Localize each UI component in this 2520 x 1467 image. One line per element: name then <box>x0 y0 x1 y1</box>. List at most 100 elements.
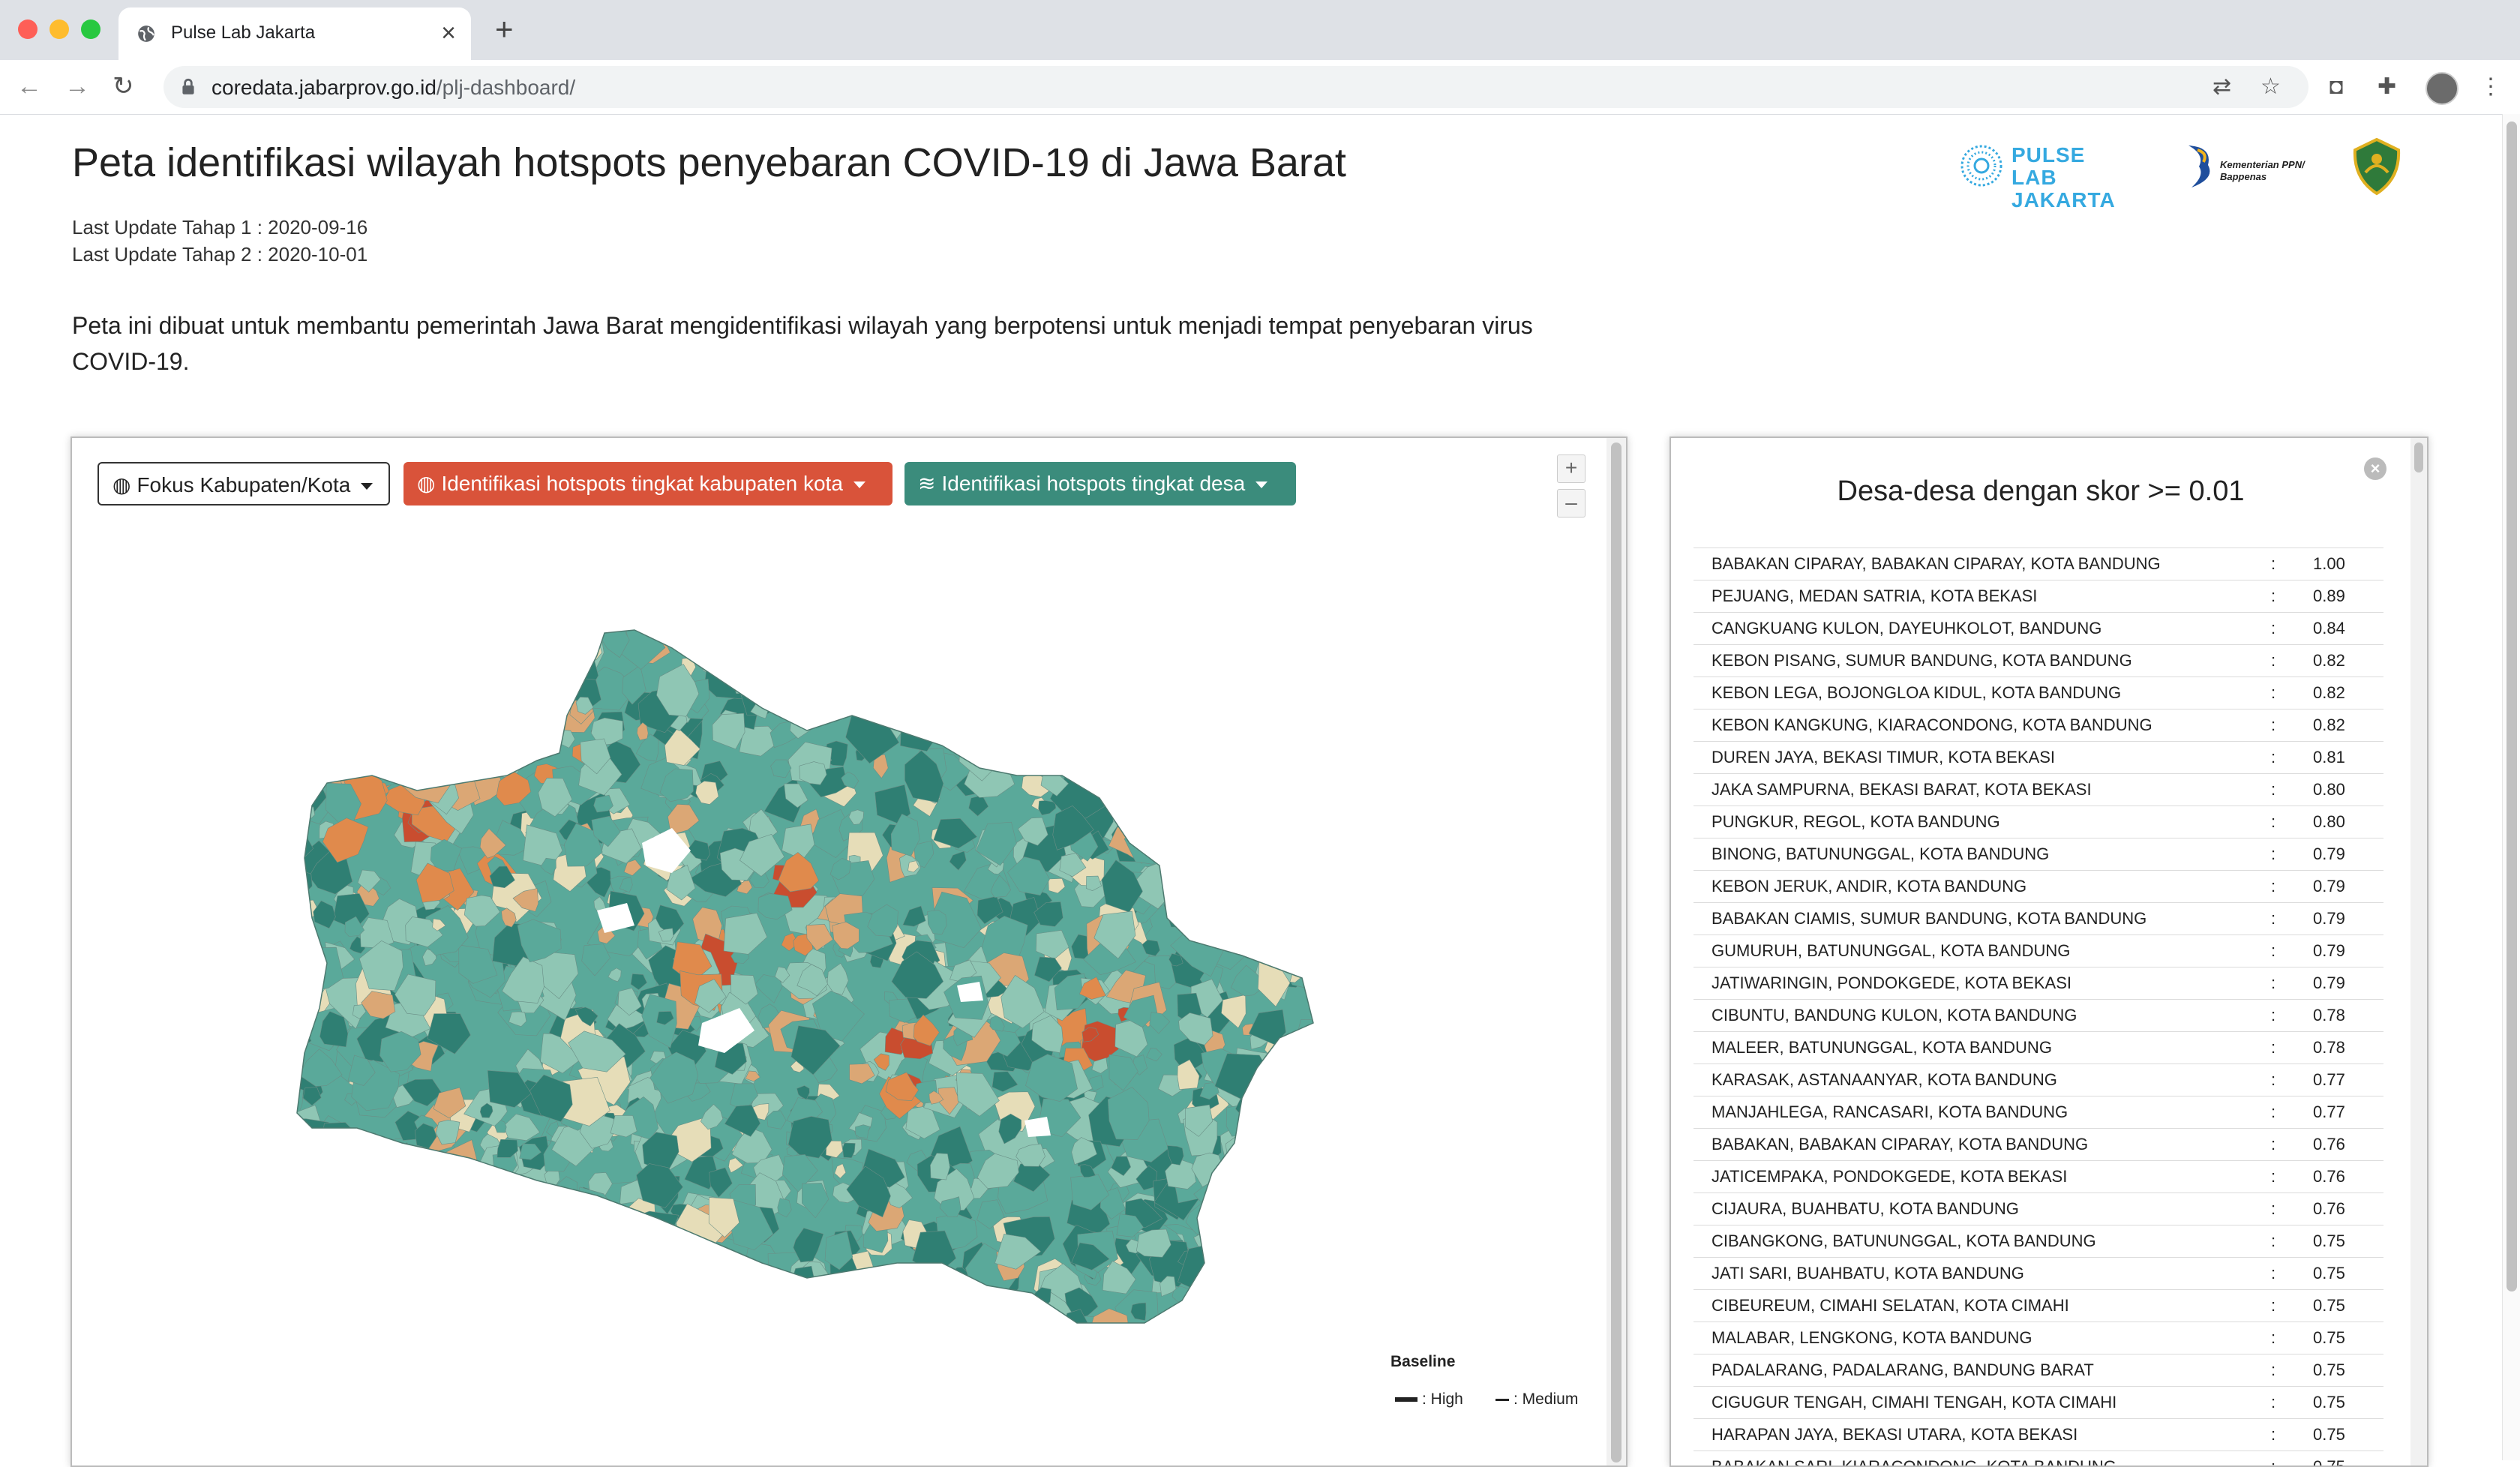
map-cell <box>1214 911 1228 923</box>
map-cell <box>612 1288 644 1323</box>
map-cell <box>536 702 565 728</box>
map-cell <box>1042 1328 1078 1353</box>
map-cell <box>357 869 381 892</box>
map-cell <box>457 639 496 683</box>
map-cell <box>460 669 502 727</box>
zoom-in-button[interactable]: + <box>1557 454 1586 483</box>
map-cell <box>1252 773 1283 800</box>
map-cell <box>348 1299 370 1317</box>
map-cell <box>920 630 957 650</box>
profile-avatar[interactable] <box>2426 72 2458 105</box>
map-cell <box>788 1116 832 1159</box>
map-cell <box>297 630 328 656</box>
back-arrow-icon[interactable]: ← <box>16 72 42 100</box>
map-cell <box>297 727 334 758</box>
village-name: PADALARANG, PADALARANG, BANDUNG BARAT <box>1712 1360 2094 1379</box>
window-minimize-button[interactable] <box>50 20 69 39</box>
map-cell <box>962 725 989 760</box>
list-item: BABAKAN SARI, KIARACONDONG, KOTA BANDUNG… <box>1694 1450 2384 1466</box>
star-icon[interactable]: ☆ <box>2260 74 2281 99</box>
menu-kebab-icon[interactable]: ⋮ <box>2480 74 2502 99</box>
map-cell <box>1152 772 1164 785</box>
west-java-choropleth-map[interactable] <box>282 603 1332 1353</box>
map-cell <box>458 1238 502 1283</box>
map-cell <box>728 1283 760 1321</box>
map-cell <box>745 1070 760 1082</box>
map-cell <box>1162 822 1186 850</box>
map-cell <box>983 716 1023 756</box>
map-cell <box>535 676 562 704</box>
map-cell <box>891 687 935 721</box>
map-cell <box>1270 808 1292 832</box>
map-cell <box>1277 762 1313 800</box>
hotspot-desa-dropdown[interactable]: ≋ Identifikasi hotspots tingkat desa <box>904 462 1296 506</box>
map-panel-scrollbar[interactable] <box>1606 438 1626 1466</box>
window-zoom-button[interactable] <box>81 20 100 39</box>
window-close-button[interactable] <box>18 20 38 39</box>
forward-arrow-icon[interactable]: → <box>64 72 90 100</box>
window-scrollbar[interactable] <box>2502 114 2520 1460</box>
map-cell <box>337 1208 358 1230</box>
map-cell <box>826 962 849 995</box>
separator: : <box>2271 780 2276 799</box>
map-cell <box>724 1104 760 1137</box>
map-hole-3 <box>698 1008 754 1053</box>
close-icon[interactable]: × <box>2364 458 2386 480</box>
map-cell <box>502 723 528 745</box>
map-cell <box>1047 630 1097 638</box>
zoom-out-button[interactable]: – <box>1557 489 1586 518</box>
village-name: MALEER, BATUNUNGGAL, KOTA BANDUNG <box>1712 1038 2052 1057</box>
map-cell <box>494 1120 507 1133</box>
map-cell <box>933 818 978 849</box>
map-cell <box>1267 810 1313 862</box>
map-cell <box>435 1119 460 1145</box>
camera-icon[interactable]: ◘ <box>2330 74 2344 99</box>
list-panel-scroll-thumb[interactable] <box>2414 442 2423 472</box>
map-cell <box>437 741 478 776</box>
village-name: GUMURUH, BATUNUNGGAL, KOTA BANDUNG <box>1712 941 2071 960</box>
map-cell <box>385 630 419 659</box>
map-cell <box>1280 639 1312 673</box>
window-scroll-thumb[interactable] <box>2506 122 2517 1292</box>
map-cell <box>1017 817 1048 846</box>
map-cell <box>1267 1197 1290 1226</box>
browser-tab[interactable]: Pulse Lab Jakarta × <box>118 8 471 60</box>
reload-icon[interactable]: ↻ <box>112 72 134 100</box>
map-cell <box>636 1163 683 1208</box>
map-cell <box>1217 858 1232 872</box>
map-cell <box>943 695 983 733</box>
hotspot-kabupaten-dropdown[interactable]: ◍ Identifikasi hotspots tingkat kabupaten… <box>404 462 892 506</box>
map-cell <box>485 739 523 779</box>
map-cell <box>1016 1143 1046 1167</box>
map-cell <box>368 705 401 735</box>
map-cell <box>424 734 463 766</box>
new-tab-icon[interactable]: + <box>495 11 514 46</box>
map-cell <box>619 877 633 893</box>
list-item: CIBUNTU, BANDUNG KULON, KOTA BANDUNG: 0.7… <box>1694 999 2384 1031</box>
list-item: MALABAR, LENGKONG, KOTA BANDUNG: 0.75 <box>1694 1322 2384 1354</box>
translate-icon[interactable]: ⇄ <box>2212 74 2232 99</box>
village-score: 0.77 <box>2313 1070 2345 1089</box>
map-cell <box>429 1160 461 1190</box>
list-panel-scrollbar[interactable] <box>2410 438 2427 1466</box>
legend-high: : High <box>1395 1390 1463 1408</box>
extensions-icon[interactable]: ✚ <box>2378 74 2397 99</box>
hotspot-kabupaten-label: Identifikasi hotspots tingkat kabupaten … <box>441 472 843 495</box>
map-cell <box>512 630 544 669</box>
map-cell <box>1084 674 1114 711</box>
map-cell <box>668 803 700 836</box>
map-cell <box>865 646 897 673</box>
map-panel-scroll-thumb[interactable] <box>1611 442 1622 1462</box>
map-cell <box>647 1291 687 1323</box>
tab-close-icon[interactable]: × <box>441 19 456 47</box>
map-cell <box>1225 1230 1270 1278</box>
map-cell <box>1291 690 1313 746</box>
fokus-kabupaten-dropdown[interactable]: ◍ Fokus Kabupaten/Kota <box>98 462 390 506</box>
map-cell <box>454 1190 481 1226</box>
map-cell <box>1198 913 1218 938</box>
map-cell <box>932 685 979 728</box>
map-cell <box>471 728 500 757</box>
address-bar[interactable]: coredata.jabarprov.go.id/plj-dashboard/ … <box>164 66 2308 108</box>
map-cell <box>1216 1216 1254 1257</box>
list-item: CANGKUANG KULON, DAYEUHKOLOT, BANDUNG: 0.… <box>1694 612 2384 644</box>
